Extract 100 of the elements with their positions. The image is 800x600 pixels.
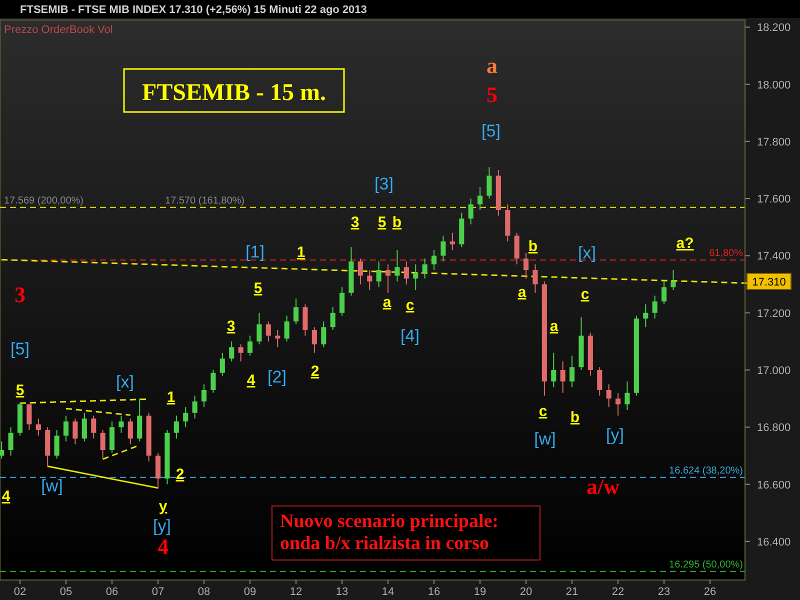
candlestick [385, 264, 391, 294]
annotation: a [382, 294, 392, 311]
annotation: [1] [246, 242, 264, 262]
candlestick [201, 384, 207, 408]
candlestick [284, 315, 290, 342]
annotation: [x] [578, 243, 596, 262]
candlestick [339, 286, 345, 316]
x-tick-label: 26 [704, 586, 716, 598]
candlestick [532, 264, 538, 294]
candlestick [394, 250, 400, 282]
candlestick [422, 258, 428, 280]
annotation: [4] [400, 326, 420, 346]
annotation: 17.570 (161,80%) [165, 195, 245, 206]
candlestick [302, 304, 308, 336]
annotation: y [158, 498, 168, 515]
y-tick-label: 17.000 [757, 365, 791, 377]
annotation: b [528, 238, 538, 255]
candlestick [367, 270, 372, 290]
candlestick [256, 312, 262, 345]
annotation: 2 [176, 466, 184, 483]
annotation: 4 [2, 488, 11, 505]
candlestick [26, 404, 32, 430]
candlestick [247, 335, 253, 356]
candlestick [82, 412, 87, 442]
candlestick [321, 320, 326, 348]
candlestick [137, 398, 142, 442]
annotation: [x] [116, 372, 134, 392]
annotation: c [538, 402, 548, 420]
candlestick [109, 420, 115, 454]
candlestick [468, 198, 474, 225]
annotation: 5 [486, 82, 498, 108]
text: FTSEMIB - 15 m. [142, 80, 326, 106]
candlestick [91, 415, 96, 440]
candlestick [431, 250, 437, 270]
x-tick-label: 02 [14, 586, 26, 598]
candlestick [220, 352, 225, 376]
x-tick-label: 13 [336, 586, 348, 598]
candlestick [54, 430, 60, 460]
y-tick-label: 17.200 [757, 308, 791, 320]
annotation: a [550, 318, 559, 335]
ref-line-label: 16.624 (38,20%) [669, 465, 743, 476]
x-tick-label: 06 [106, 586, 118, 598]
annotation: Prezzo OrderBook Vol [4, 24, 113, 36]
x-tick-label: 23 [658, 586, 670, 598]
x-tick-label: 14 [382, 586, 394, 598]
candlestick [560, 360, 566, 394]
candlestick [330, 306, 336, 330]
candlestick [643, 304, 648, 328]
x-tick-label: 21 [566, 586, 578, 598]
annotation: [5] [482, 121, 500, 140]
candlestick [238, 344, 244, 362]
y-tick-label: 18.200 [757, 22, 791, 34]
annotation: [w] [534, 429, 556, 448]
candlestick [477, 186, 483, 210]
annotation: c [406, 296, 414, 314]
annotation: 3 [350, 214, 360, 231]
candlestick [670, 270, 676, 290]
candlestick [597, 366, 602, 396]
candlestick [624, 380, 630, 410]
candlestick [0, 440, 4, 460]
candlestick [36, 418, 41, 436]
annotation: a [486, 53, 498, 78]
y-tick-label: 17.800 [757, 136, 791, 148]
chart-subtitle: FTSEMIB - FTSE MIB INDEX 17.310 (+2,56%) 15 Minuti 22 ago 2013 [20, 4, 367, 16]
candlestick [376, 260, 382, 288]
candlestick [514, 232, 520, 265]
annotation: 1 [296, 244, 306, 261]
annotation: 61,80% [709, 248, 744, 259]
annotation: 3 [14, 282, 26, 308]
y-tick-label: 17.600 [757, 194, 791, 206]
candlestick [8, 426, 14, 456]
candlestick [63, 415, 69, 442]
x-tick-label: 22 [612, 586, 624, 598]
annotation: 4 [246, 372, 256, 389]
annotation: 4 [158, 534, 168, 560]
candlestick [662, 280, 667, 305]
annotation: a/w [586, 474, 620, 500]
annotation: a? [676, 234, 694, 252]
y-tick-label: 18.000 [757, 79, 791, 92]
candlestick [616, 392, 621, 416]
candlestick [524, 252, 529, 280]
candlestick [183, 406, 188, 428]
annotation: 5 [254, 280, 262, 297]
candlestick [192, 395, 198, 420]
candlestick [229, 340, 234, 362]
annotation: Nuovo scenario principale: onda b/x rialzista in corso [280, 511, 498, 554]
candlestick [570, 355, 575, 388]
annotation: [5] [10, 339, 30, 358]
candlestick [404, 260, 409, 285]
candlestick [155, 452, 161, 490]
candlestick [450, 232, 455, 250]
ref-line-label: 17.569 (200,00%) [4, 195, 84, 206]
annotation: b [392, 214, 402, 231]
candlestick [486, 166, 492, 200]
x-tick-label: 12 [290, 586, 302, 598]
x-tick-label: 07 [152, 586, 164, 598]
annotation: [y] [153, 516, 171, 536]
annotation: [2] [268, 367, 286, 386]
annotation: [y] [606, 425, 624, 444]
annotation: b [570, 408, 580, 426]
